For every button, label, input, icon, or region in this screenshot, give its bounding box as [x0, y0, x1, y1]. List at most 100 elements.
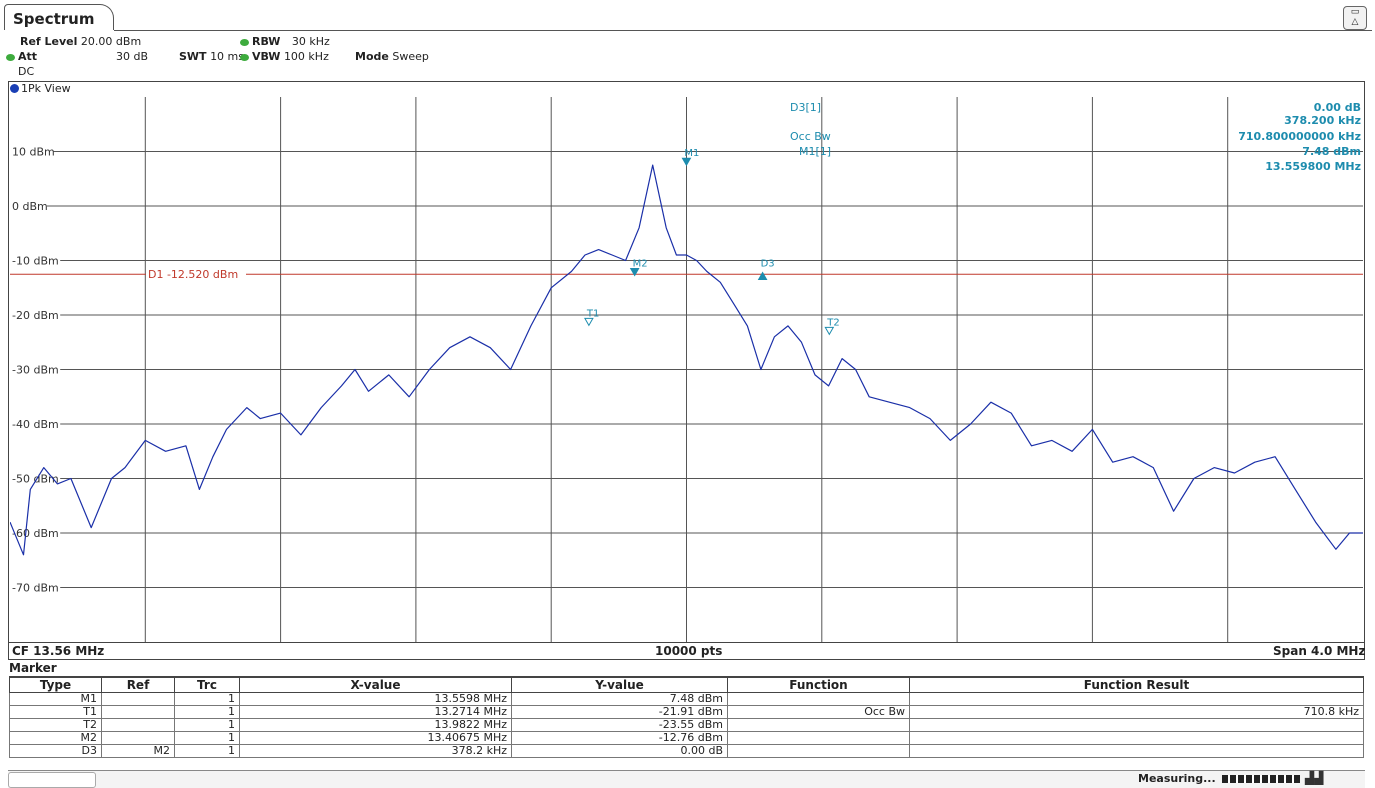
table-cell — [727, 731, 910, 745]
table-cell — [727, 744, 910, 758]
status-left-panel[interactable] — [8, 772, 96, 788]
y-tick-label-bg — [10, 362, 61, 376]
tab-divider — [114, 30, 1372, 31]
att-coupled-icon — [6, 53, 15, 61]
y-tick-label: -10 dBm — [12, 255, 59, 268]
spectrum-plot[interactable]: 10 dBm 0 dBm -10 dBm -20 dBm -30 dBm -40 dBm -… — [10, 97, 1363, 642]
swt-label: SWT — [179, 50, 207, 63]
att-label: Att — [18, 50, 38, 63]
markers: M1 M2 T1 T2 D3 — [584, 148, 840, 336]
ref-level-value: 20.00 dBm — [80, 35, 142, 48]
ref-level-label: Ref Level — [20, 35, 78, 48]
table-cell: 710.8 kHz — [909, 705, 1364, 719]
status-text: Measuring... — [1138, 772, 1216, 785]
table-cell — [101, 731, 175, 745]
swt-value: 10 ms — [210, 50, 245, 63]
ref-level-setting[interactable]: Ref Level 20.00 dBm — [20, 35, 141, 48]
table-cell — [101, 705, 175, 719]
marker-label-m1: M1 — [684, 148, 699, 159]
table-cell — [909, 718, 1364, 732]
table-cell: Occ Bw — [727, 705, 910, 719]
y-tick-label: -70 dBm — [12, 582, 59, 595]
table-cell: 13.40675 MHz — [239, 731, 512, 745]
y-tick-label-bg — [10, 471, 61, 485]
y-tick-label-bg — [10, 253, 61, 267]
table-cell — [909, 744, 1364, 758]
y-tick-label-bg — [10, 417, 61, 430]
table-cell: 378.2 kHz — [239, 744, 512, 758]
marker-label-d3: D3 — [761, 259, 775, 270]
span-label[interactable]: Span 4.0 MHz — [1273, 644, 1366, 658]
vbw-value: 100 kHz — [283, 50, 329, 63]
y-tick-label-bg — [10, 526, 61, 539]
rbw-coupled-icon — [240, 38, 249, 46]
table-cell — [101, 718, 175, 732]
table-cell — [909, 692, 1364, 706]
marker-readout: D3[1] 0.00 dB 378.200 kHz Occ Bw 710.800… — [790, 101, 1361, 173]
marker-table-header: Type Ref Trc X-value Y-value Function Function… — [9, 676, 1364, 693]
table-row[interactable]: D3 M2 1 378.2 kHz 0.00 dB — [9, 744, 1364, 758]
table-row[interactable]: M1 1 13.5598 MHz 7.48 dBm — [9, 692, 1364, 706]
readout-m1-freq: 13.559800 MHz — [1265, 160, 1361, 173]
center-frequency-label[interactable]: CF 13.56 MHz — [12, 644, 105, 658]
y-tick-label: -20 dBm — [12, 309, 59, 322]
mode-setting[interactable]: Mode Sweep — [355, 50, 429, 63]
readout-m1-value: 7.48 dBm — [1302, 145, 1361, 158]
y-tick-label: -30 dBm — [12, 364, 59, 377]
readout-d3-name: D3[1] — [790, 101, 821, 114]
column-header: Ref — [101, 676, 175, 693]
column-header: Y-value — [511, 676, 728, 693]
display-line-label-bg — [146, 267, 246, 281]
readout-occbw-name: Occ Bw — [790, 130, 831, 143]
view-label-text: 1Pk View — [21, 82, 71, 95]
rbw-setting[interactable]: RBW 30 kHz — [240, 35, 330, 48]
table-cell: D3 — [9, 744, 102, 758]
y-tick-label-bg — [10, 580, 61, 594]
table-cell: 1 — [174, 744, 240, 758]
table-cell: 13.2714 MHz — [239, 705, 512, 719]
vbw-setting[interactable]: VBW 100 kHz — [240, 50, 329, 63]
table-cell: M2 — [9, 731, 102, 745]
trace-line — [10, 164, 1363, 556]
points-label: 10000 pts — [655, 644, 723, 658]
y-tick-label-bg — [10, 144, 54, 158]
table-row[interactable]: T1 1 13.2714 MHz -21.91 dBm Occ Bw 710.8 kHz — [9, 705, 1364, 719]
vbw-coupled-icon — [240, 53, 249, 61]
readout-m1-name: M1[1] — [799, 145, 831, 158]
column-header: Trc — [174, 676, 240, 693]
vbw-label: VBW — [252, 50, 281, 63]
marker-m2 — [629, 268, 640, 277]
sweep-status-icon: ▟▟ — [1305, 771, 1324, 785]
display-config-icon: ▭ △ — [1350, 7, 1360, 27]
table-row[interactable]: M2 1 13.40675 MHz -12.76 dBm — [9, 731, 1364, 745]
swt-setting[interactable]: SWT 10 ms — [179, 50, 244, 63]
table-cell — [909, 731, 1364, 745]
table-cell: 1 — [174, 692, 240, 706]
table-cell: -12.76 dBm — [511, 731, 728, 745]
table-cell: 13.5598 MHz — [239, 692, 512, 706]
trace-indicator-icon — [10, 84, 19, 93]
table-cell: 13.9822 MHz — [239, 718, 512, 732]
marker-table-body: M1 1 13.5598 MHz 7.48 dBm T1 1 13.2714 MHz -21.… — [9, 692, 1364, 758]
view-label: 1Pk View — [10, 82, 71, 95]
table-cell — [727, 692, 910, 706]
att-value: 30 dB — [116, 50, 149, 63]
sweep-progress-bar — [1222, 775, 1300, 783]
y-tick-label: 0 dBm — [12, 200, 48, 213]
marker-t1 — [584, 317, 594, 327]
column-header: Function Result — [909, 676, 1364, 693]
mode-label: Mode — [355, 50, 389, 63]
y-tick-label: 10 dBm — [12, 146, 55, 159]
tab-label: Spectrum — [13, 10, 95, 28]
display-line-label: D1 -12.520 dBm — [148, 268, 238, 281]
att-setting[interactable]: Att — [6, 50, 37, 63]
status-bar — [8, 770, 1365, 788]
table-row[interactable]: T2 1 13.9822 MHz -23.55 dBm — [9, 718, 1364, 732]
coupling-label: DC — [18, 65, 35, 78]
rbw-label: RBW — [252, 35, 281, 48]
table-cell — [727, 718, 910, 732]
display-config-button[interactable]: ▭ △ — [1343, 6, 1367, 30]
tab-spectrum[interactable]: Spectrum — [4, 4, 114, 30]
table-cell: 1 — [174, 731, 240, 745]
y-tick-label: -50 dBm — [12, 473, 59, 486]
